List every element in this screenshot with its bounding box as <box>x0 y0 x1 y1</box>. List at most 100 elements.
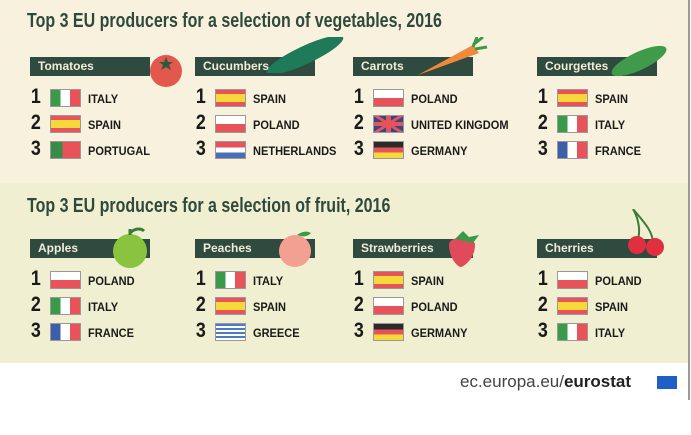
rank-number: 3 <box>353 137 364 160</box>
rank-number: 2 <box>353 293 364 316</box>
flag-es-icon <box>215 297 246 315</box>
flag-pl-icon <box>50 271 81 289</box>
flag-gb-icon <box>373 115 404 133</box>
flag-es-icon <box>50 115 81 133</box>
country-name: POLAND <box>411 92 458 106</box>
strawberry-icon <box>449 231 479 267</box>
product-header: Strawberries <box>353 239 473 258</box>
cherries-icon <box>628 209 664 256</box>
rank-row: 1 POLAND <box>30 267 230 291</box>
rank-row: 2 UNITED KINGDOM <box>353 111 553 135</box>
country-name: ITALY <box>595 118 626 132</box>
rank-row: 1 POLAND <box>537 267 691 291</box>
product-card: Tomatoes 1 ITALY 2 SPAIN 3 PORTUGAL <box>30 55 182 167</box>
rank-row: 3 GERMANY <box>353 319 553 343</box>
country-name: ITALY <box>88 92 119 106</box>
flag-nl-icon <box>215 141 246 159</box>
flag-de-icon <box>373 323 404 341</box>
rank-number: 3 <box>195 319 206 342</box>
country-name: ITALY <box>253 274 284 288</box>
rank-row: 2 POLAND <box>353 293 553 317</box>
country-name: UNITED KINGDOM <box>411 118 509 132</box>
rank-row: 1 SPAIN <box>195 85 395 109</box>
flag-it-icon <box>557 323 588 341</box>
flag-pt-icon <box>50 141 81 159</box>
flag-fr-icon <box>557 141 588 159</box>
rank-number: 3 <box>30 319 41 342</box>
country-name: GERMANY <box>411 326 468 340</box>
product-card: Peaches 1 ITALY 2 SPAIN 3 GREECE <box>195 231 345 349</box>
rank-row: 1 SPAIN <box>537 85 691 109</box>
flag-it-icon <box>50 89 81 107</box>
rank-number: 3 <box>353 319 364 342</box>
flag-pl-icon <box>373 297 404 315</box>
country-name: POLAND <box>253 118 300 132</box>
country-name: PORTUGAL <box>88 144 150 158</box>
rank-row: 2 SPAIN <box>195 293 395 317</box>
country-name: SPAIN <box>411 274 444 288</box>
rank-number: 1 <box>537 85 548 108</box>
flag-it-icon <box>215 271 246 289</box>
courgette-icon <box>611 45 667 77</box>
rank-number: 2 <box>537 293 548 316</box>
country-name: POLAND <box>411 300 458 314</box>
flag-pl-icon <box>215 115 246 133</box>
fruit-title: Top 3 EU producers for a selection of fr… <box>27 195 391 217</box>
country-name: SPAIN <box>595 92 628 106</box>
vegetables-title: Top 3 EU producers for a selection of ve… <box>27 10 442 32</box>
rank-row: 2 ITALY <box>30 293 230 317</box>
rank-row: 1 ITALY <box>30 85 230 109</box>
product-card: Courgettes 1 SPAIN 2 ITALY 3 FRANCE <box>537 45 687 167</box>
country-name: POLAND <box>88 274 135 288</box>
product-card: Cherries 1 POLAND 2 SPAIN 3 ITALY <box>537 209 687 349</box>
peach-icon <box>279 231 311 267</box>
source-link[interactable]: ec.europa.eu/eurostat <box>460 372 632 391</box>
rank-number: 3 <box>537 137 548 160</box>
rank-number: 1 <box>353 267 364 290</box>
rank-row: 2 SPAIN <box>30 111 230 135</box>
country-name: SPAIN <box>88 118 121 132</box>
border-line <box>688 0 690 400</box>
flag-es-icon <box>557 297 588 315</box>
flag-gr-icon <box>215 323 246 341</box>
rank-number: 3 <box>537 319 548 342</box>
country-name: GREECE <box>253 326 300 340</box>
product-header: Tomatoes <box>30 57 150 76</box>
rank-row: 2 SPAIN <box>537 293 691 317</box>
product-card: Apples 1 POLAND 2 ITALY 3 FRANCE <box>30 227 180 349</box>
rank-number: 1 <box>195 85 206 108</box>
flag-de-icon <box>373 141 404 159</box>
rank-number: 2 <box>537 111 548 134</box>
country-name: GERMANY <box>411 144 468 158</box>
product-card: Carrots 1 POLAND 2 UNITED KINGDOM 3 GERM… <box>353 37 509 167</box>
rank-row: 1 POLAND <box>353 85 553 109</box>
rank-row: 3 NETHERLANDS <box>195 137 395 161</box>
rank-number: 2 <box>353 111 364 134</box>
country-name: POLAND <box>595 274 642 288</box>
rank-number: 2 <box>30 293 41 316</box>
country-name: SPAIN <box>253 300 286 314</box>
rank-number: 3 <box>30 137 41 160</box>
rank-number: 2 <box>195 111 206 134</box>
flag-es-icon <box>557 89 588 107</box>
rank-row: 1 SPAIN <box>353 267 553 291</box>
rank-row: 1 ITALY <box>195 267 395 291</box>
flag-pl-icon <box>373 89 404 107</box>
eu-flag-icon <box>657 376 677 389</box>
rank-row: 3 GERMANY <box>353 137 553 161</box>
rank-row: 3 FRANCE <box>537 137 691 161</box>
rank-row: 3 PORTUGAL <box>30 137 230 161</box>
rank-row: 2 ITALY <box>537 111 691 135</box>
flag-es-icon <box>215 89 246 107</box>
cucumber-icon <box>266 37 344 73</box>
carrot-icon <box>418 37 488 75</box>
product-card: Cucumbers 1 SPAIN 2 POLAND 3 NETHERLANDS <box>195 37 345 167</box>
apple-icon <box>113 227 147 268</box>
country-name: FRANCE <box>595 144 641 158</box>
rank-number: 2 <box>195 293 206 316</box>
flag-es-icon <box>373 271 404 289</box>
rank-number: 1 <box>30 267 41 290</box>
tomato-icon <box>150 55 182 87</box>
country-name: NETHERLANDS <box>253 144 337 158</box>
country-name: SPAIN <box>253 92 286 106</box>
